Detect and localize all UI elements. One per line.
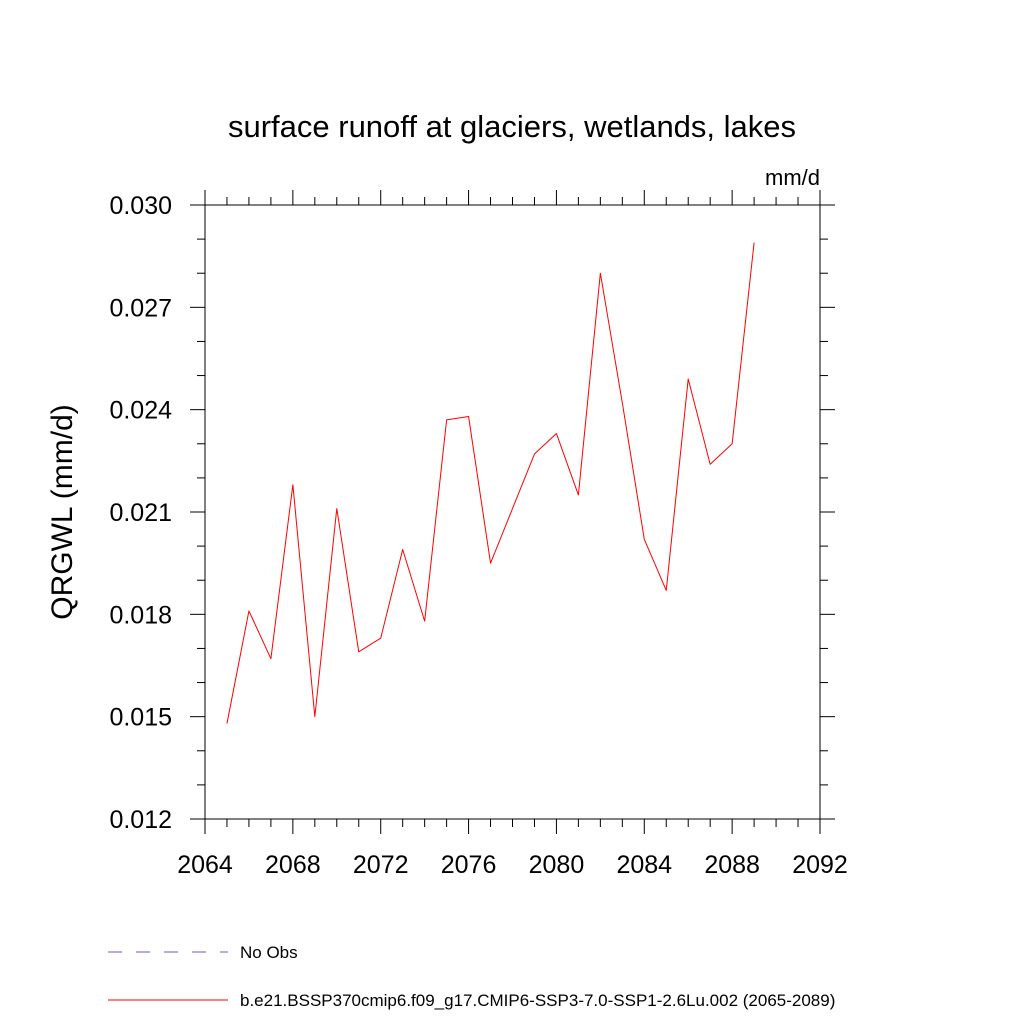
series-line: [226, 242, 755, 724]
y-tick-label: 0.024: [109, 397, 172, 425]
y-tick-label: 0.015: [109, 704, 172, 732]
x-tick-label: 2068: [265, 851, 321, 879]
x-tick-label: 2088: [704, 851, 760, 879]
y-tick-label: 0.021: [109, 499, 172, 527]
x-tick-label: 2076: [441, 851, 497, 879]
x-tick-label: 2072: [353, 851, 409, 879]
units-label: mm/d: [765, 165, 820, 190]
series-layer: [226, 242, 755, 724]
plot-frame: [204, 204, 821, 820]
y-tick-label: 0.030: [109, 192, 172, 220]
axis-ticks: 2064 2068 2072 2076 2080 2084 2088 2092 0.012 0.0…: [109, 190, 848, 879]
legend: No Obs b.e21.BSSP370cmip6.f09_g17.CMIP6-S…: [108, 943, 835, 1010]
x-tick-label: 2064: [177, 851, 233, 879]
x-tick-label: 2092: [792, 851, 848, 879]
legend-label: b.e21.BSSP370cmip6.f09_g17.CMIP6-SSP3-7.…: [240, 991, 835, 1010]
y-tick-label: 0.012: [109, 806, 172, 834]
x-tick-label: 2084: [616, 851, 672, 879]
legend-label: No Obs: [240, 943, 298, 962]
y-axis-label: QRGWL (mm/d): [46, 404, 79, 620]
y-tick-label: 0.018: [109, 601, 172, 629]
x-tick-label: 2080: [529, 851, 585, 879]
chart-title: surface runoff at glaciers, wetlands, la…: [228, 109, 796, 144]
y-tick-label: 0.027: [109, 294, 172, 322]
